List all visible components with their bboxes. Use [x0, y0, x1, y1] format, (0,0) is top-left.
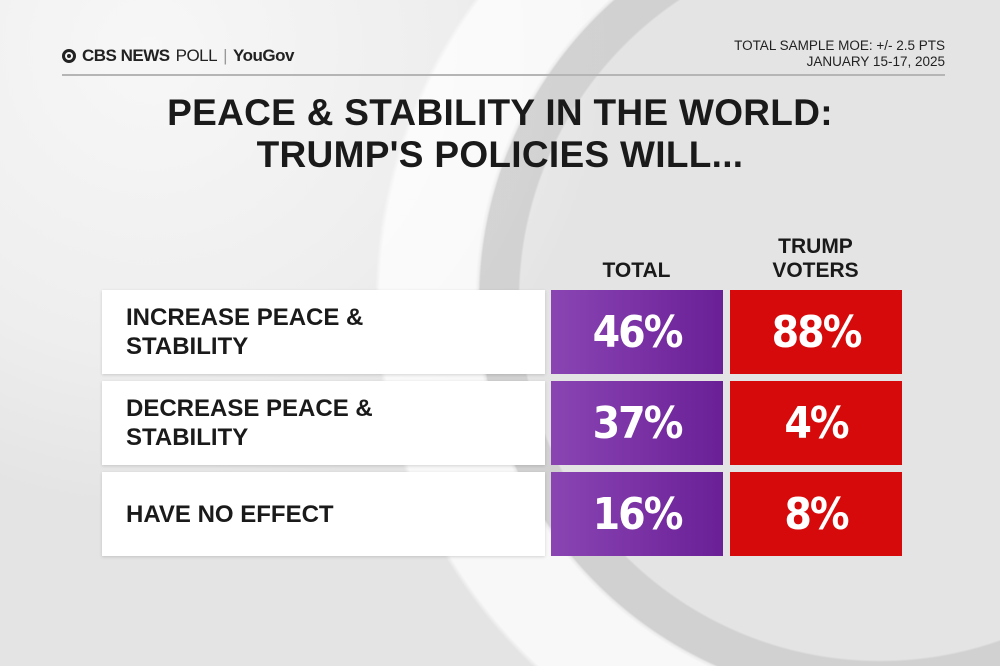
- column-header-line: TRUMP: [778, 235, 853, 258]
- margin-of-error: TOTAL SAMPLE MOE: +/- 2.5 PTS: [734, 38, 945, 53]
- column-header-trump-voters: TRUMP VOTERS: [730, 235, 901, 283]
- logo: CBS NEWS POLL | YouGov: [62, 46, 294, 66]
- table-row: HAVE NO EFFECT 16% 8%: [102, 472, 902, 556]
- row-label: HAVE NO EFFECT: [102, 472, 545, 556]
- total-value: 16%: [551, 472, 723, 556]
- trump-voters-value: 8%: [730, 472, 902, 556]
- table-row: INCREASE PEACE & STABILITY 46% 88%: [102, 290, 902, 374]
- header: CBS NEWS POLL | YouGov TOTAL SAMPLE MOE:…: [62, 38, 945, 76]
- row-label: DECREASE PEACE & STABILITY: [102, 381, 545, 465]
- table-row: DECREASE PEACE & STABILITY 37% 4%: [102, 381, 902, 465]
- total-value: 37%: [551, 381, 723, 465]
- cbs-eye-icon: [62, 49, 76, 63]
- title-line-2: TRUMP'S POLICIES WILL...: [256, 134, 744, 175]
- column-header-total: TOTAL: [602, 259, 671, 282]
- logo-brand: CBS NEWS: [82, 46, 170, 65]
- poll-meta: TOTAL SAMPLE MOE: +/- 2.5 PTS JANUARY 15…: [734, 38, 945, 70]
- row-label: INCREASE PEACE & STABILITY: [102, 290, 545, 374]
- logo-divider: |: [223, 46, 228, 65]
- poll-date: JANUARY 15-17, 2025: [806, 54, 945, 69]
- title-line-1: PEACE & STABILITY IN THE WORLD:: [167, 92, 833, 133]
- trump-voters-value: 4%: [730, 381, 902, 465]
- trump-voters-value: 88%: [730, 290, 902, 374]
- chart-title: PEACE & STABILITY IN THE WORLD: TRUMP'S …: [0, 92, 1000, 176]
- column-header-line: VOTERS: [772, 259, 859, 282]
- total-value: 46%: [551, 290, 723, 374]
- logo-poll: POLL: [175, 46, 218, 65]
- logo-partner: YouGov: [233, 46, 294, 65]
